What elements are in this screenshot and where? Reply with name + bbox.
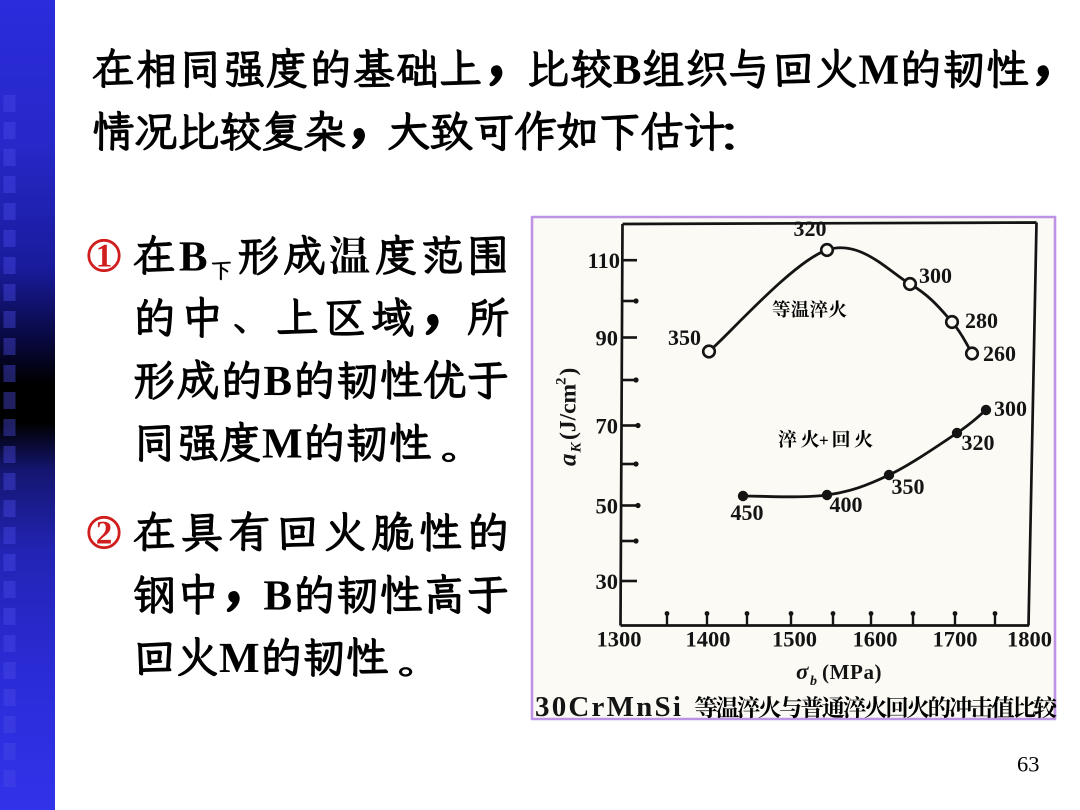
svg-text:70: 70: [596, 414, 619, 439]
svg-text:a: a: [555, 454, 582, 467]
svg-text:400: 400: [830, 492, 863, 517]
svg-text:(J/cm: (J/cm: [556, 383, 582, 440]
svg-text:30CrMnSi: 30CrMnSi: [535, 691, 683, 723]
svg-text:K: K: [569, 442, 585, 454]
svg-text:): ): [556, 368, 582, 376]
svg-text:1300: 1300: [597, 627, 642, 652]
svg-text:90: 90: [596, 326, 619, 351]
svg-text:1400: 1400: [686, 627, 731, 652]
svg-text:350: 350: [668, 325, 701, 350]
svg-text:1700: 1700: [933, 627, 978, 652]
svg-text:1600: 1600: [853, 627, 898, 652]
svg-text:280: 280: [965, 308, 998, 333]
svg-text:320: 320: [794, 216, 827, 241]
svg-text:260: 260: [983, 341, 1016, 366]
svg-text:300: 300: [994, 396, 1027, 421]
svg-text:350: 350: [892, 474, 925, 499]
svg-text:1500: 1500: [772, 627, 817, 652]
svg-text:30: 30: [596, 569, 619, 594]
svg-text:300: 300: [919, 263, 952, 288]
svg-text:110: 110: [587, 248, 620, 273]
svg-text:1800: 1800: [1007, 627, 1052, 652]
svg-text:63: 63: [1017, 752, 1040, 777]
svg-text:50: 50: [596, 494, 619, 519]
svg-text:(MPa): (MPa): [822, 660, 882, 684]
svg-text:2: 2: [554, 378, 570, 386]
svg-text:σ: σ: [796, 659, 809, 684]
svg-text:320: 320: [962, 430, 995, 455]
svg-text:b: b: [810, 674, 817, 689]
svg-text:450: 450: [731, 500, 764, 525]
